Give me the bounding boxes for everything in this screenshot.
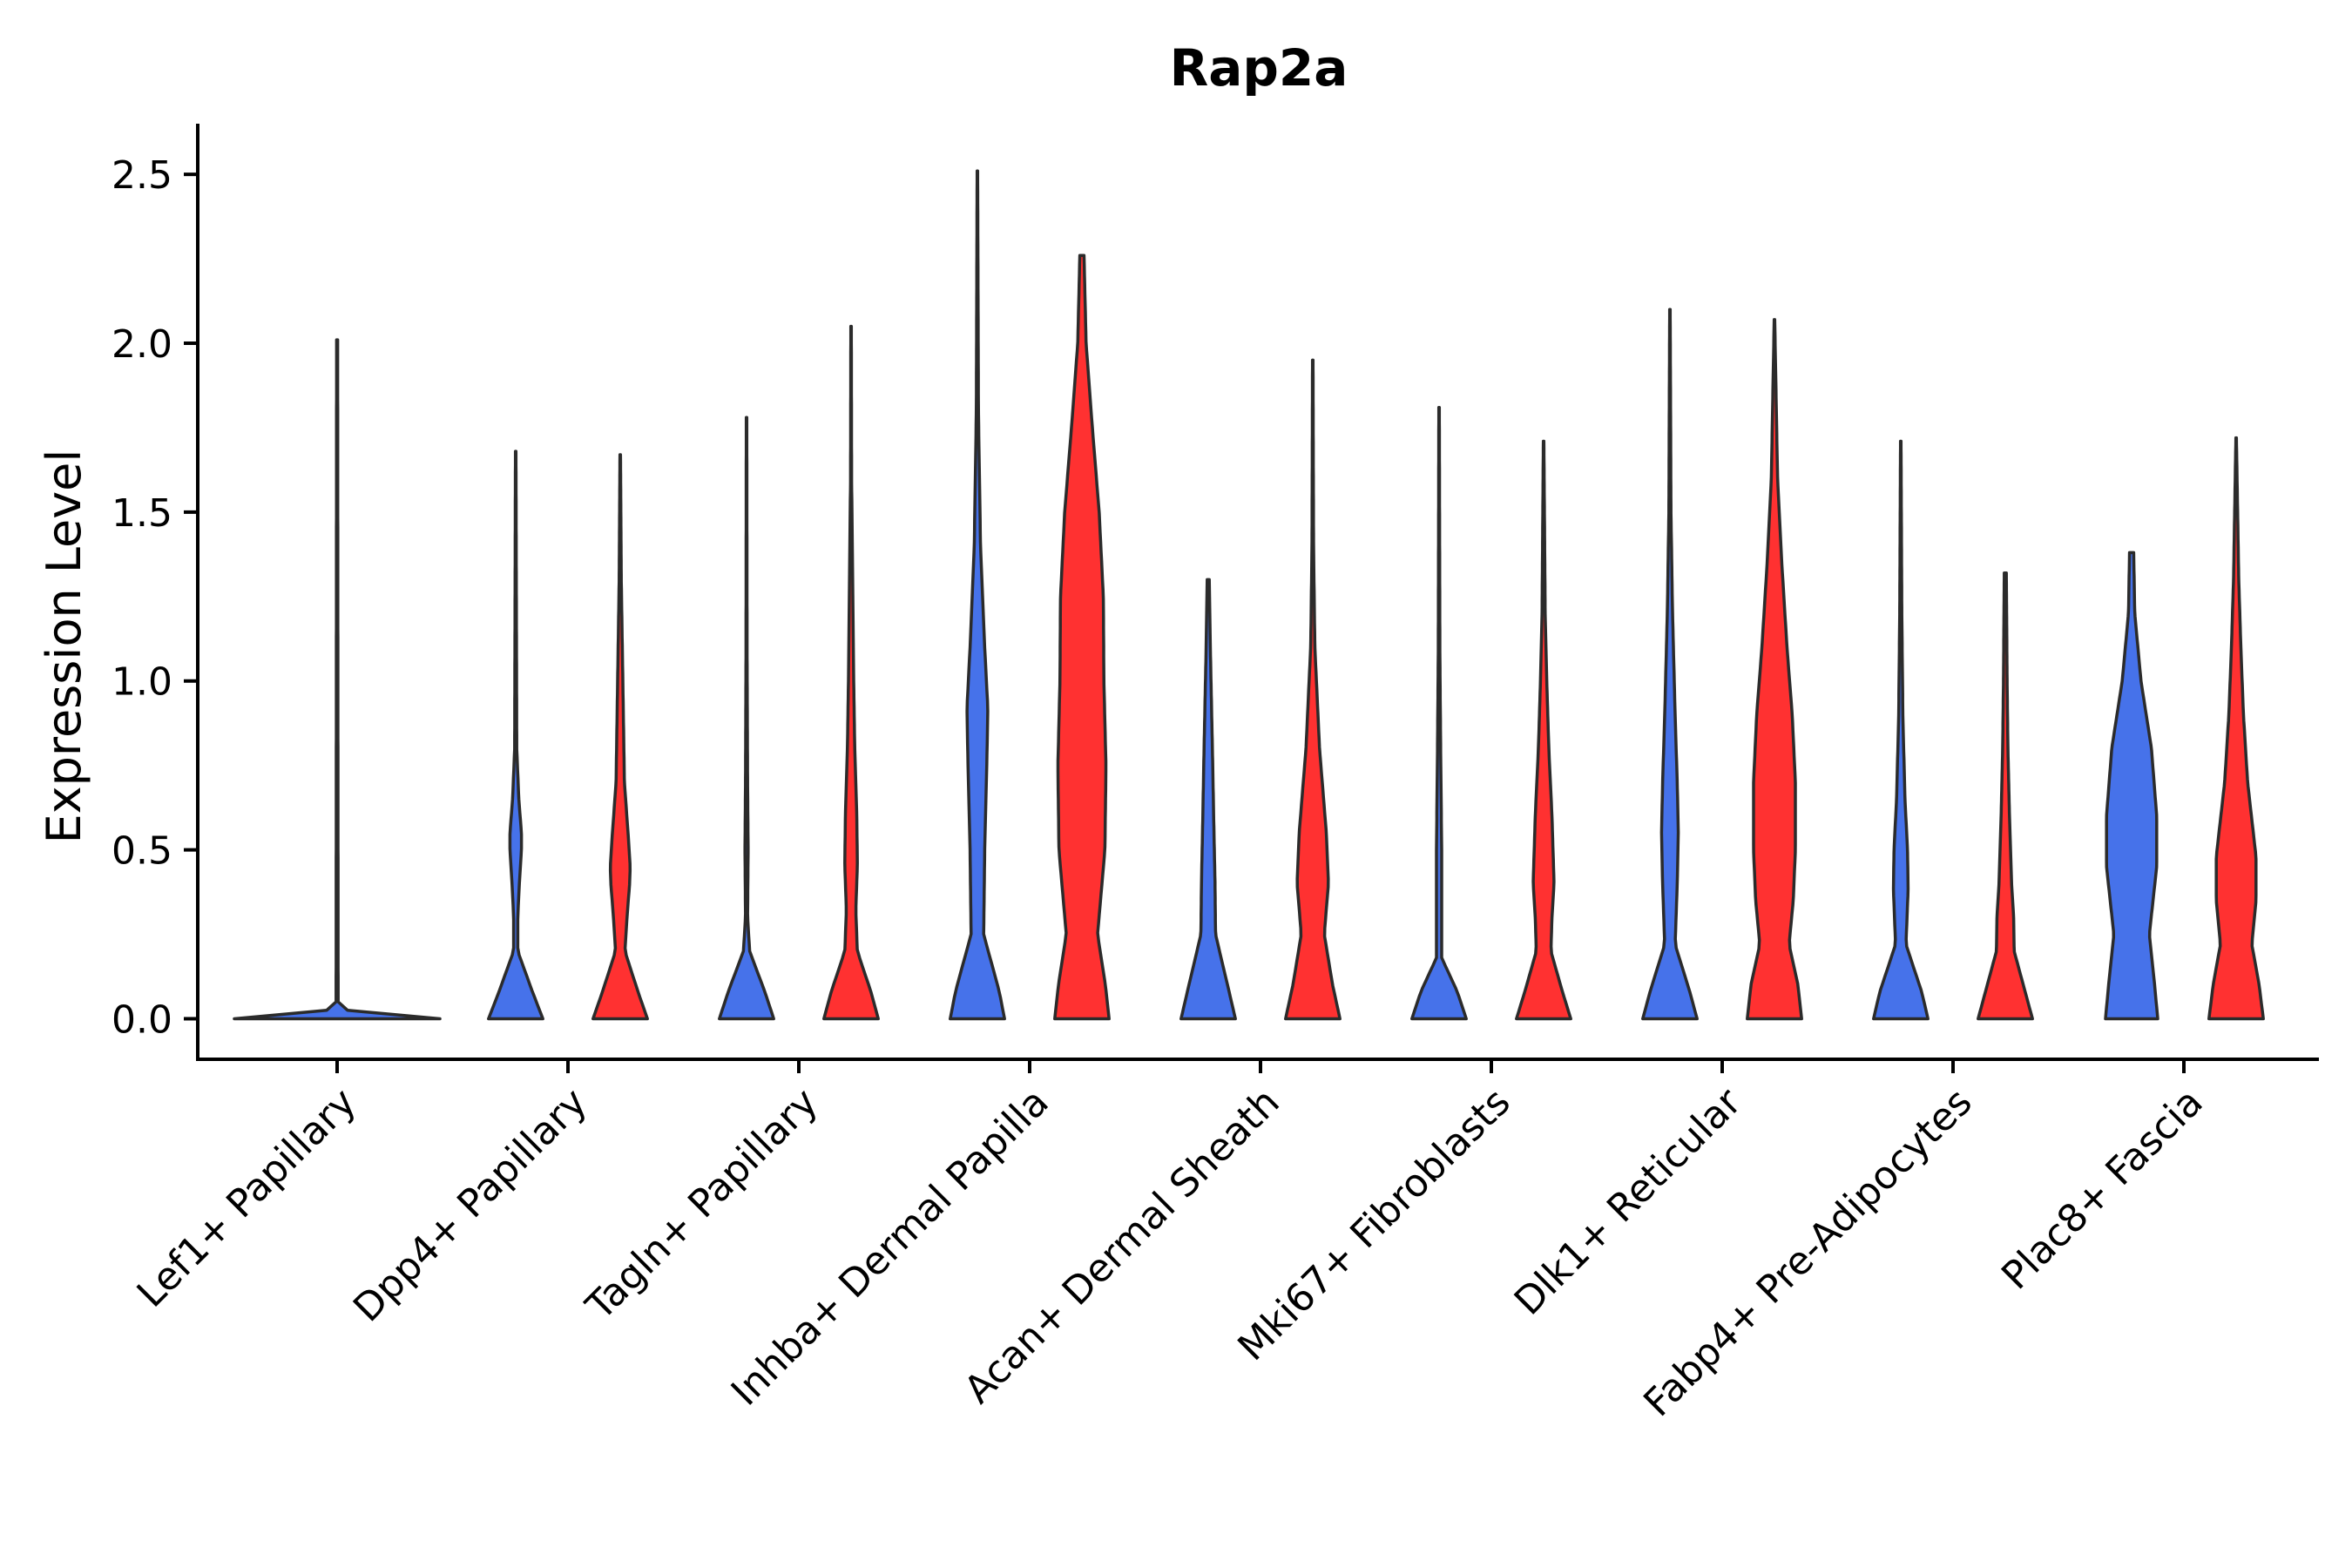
violin-group2 bbox=[1746, 318, 1803, 1021]
violin-group1 bbox=[1179, 578, 1237, 1021]
x-tick-label: Tagln+ Papillary bbox=[578, 1080, 827, 1329]
y-tick-label: 0.0 bbox=[112, 997, 172, 1042]
violin-group2 bbox=[822, 324, 880, 1021]
violin-group bbox=[233, 338, 442, 1021]
violin-group2 bbox=[591, 453, 649, 1021]
y-tick-label: 1.0 bbox=[112, 660, 172, 705]
plot-area bbox=[233, 169, 2265, 1021]
violin-group bbox=[2104, 436, 2265, 1021]
violin-group1 bbox=[1872, 439, 1930, 1021]
violin-group bbox=[718, 324, 880, 1021]
y-axis-label: Expression Level bbox=[37, 449, 91, 844]
x-tick-label: Plac8+ Fascia bbox=[1993, 1080, 2212, 1299]
chart-title: Rap2a bbox=[1170, 38, 1348, 98]
violin-group bbox=[1641, 308, 1803, 1021]
violin-group1 bbox=[2104, 551, 2159, 1021]
x-tick-label: Dpp4+ Papillary bbox=[345, 1080, 596, 1331]
y-tick-label: 0.5 bbox=[112, 829, 172, 874]
x-tick-label: Lef1+ Papillary bbox=[129, 1080, 365, 1316]
violin-group1 bbox=[949, 169, 1006, 1021]
y-tick-label: 2.5 bbox=[112, 153, 172, 198]
violin-group bbox=[1410, 405, 1572, 1021]
violin-group bbox=[487, 449, 649, 1021]
violin-group1 bbox=[233, 338, 442, 1021]
violin-group bbox=[1179, 358, 1342, 1021]
violin-group2 bbox=[1284, 358, 1342, 1021]
y-tick-label: 2.0 bbox=[112, 322, 172, 367]
violin-group1 bbox=[487, 449, 544, 1021]
violin-group2 bbox=[1515, 439, 1572, 1021]
y-ticks: 0.0 0.5 1.0 1.5 2.0 2.5 bbox=[112, 153, 198, 1042]
x-tick-label: Dlk1+ Reticular bbox=[1506, 1079, 1751, 1324]
violin-group1 bbox=[1410, 405, 1468, 1021]
violin-group2 bbox=[2207, 436, 2265, 1021]
violin-group2 bbox=[1053, 253, 1111, 1021]
violin-group2 bbox=[1977, 571, 2034, 1021]
violin-group bbox=[1872, 439, 2034, 1021]
violin-group1 bbox=[718, 416, 775, 1021]
y-tick-label: 1.5 bbox=[112, 491, 172, 536]
violin-group1 bbox=[1641, 308, 1699, 1021]
violin-group bbox=[949, 169, 1111, 1021]
